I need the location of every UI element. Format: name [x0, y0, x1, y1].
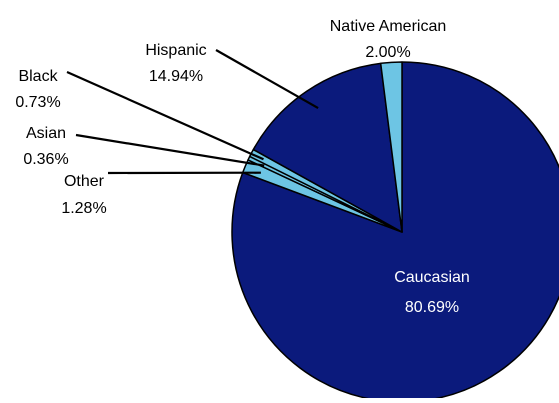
slice-value-native-american: 2.00%: [365, 44, 410, 61]
slice-label-native-american: Native American: [330, 18, 447, 35]
slice-label-black: Black: [18, 68, 58, 85]
slice-label-caucasian: Caucasian: [394, 269, 470, 286]
leader-line-black: [67, 72, 264, 159]
slice-label-hispanic: Hispanic: [145, 42, 206, 59]
slice-value-asian: 0.36%: [23, 151, 68, 168]
slice-value-caucasian: 80.69%: [405, 299, 459, 316]
leader-line-hispanic: [216, 50, 318, 108]
leader-line-asian: [76, 135, 264, 166]
slice-value-black: 0.73%: [15, 94, 60, 111]
slice-value-hispanic: 14.94%: [149, 68, 203, 85]
pie-slices: [232, 62, 559, 398]
slice-label-other: Other: [64, 173, 105, 190]
slice-label-asian: Asian: [26, 125, 66, 142]
slice-value-other: 1.28%: [61, 200, 106, 217]
